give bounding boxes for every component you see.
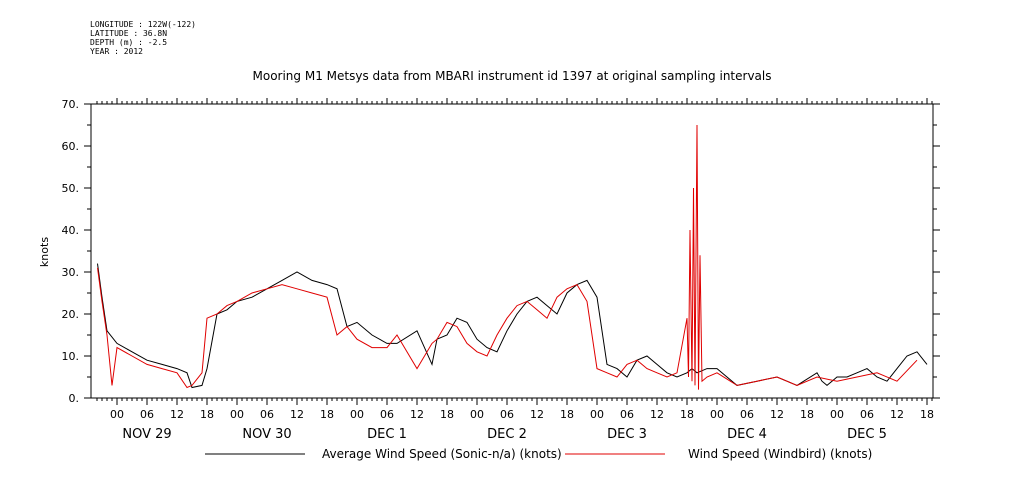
hour-tick-label: 00 <box>830 408 844 421</box>
hour-tick-label: 12 <box>770 408 784 421</box>
hour-tick-label: 12 <box>290 408 304 421</box>
y-tick-label: 50. <box>62 182 80 195</box>
y-tick-label: 40. <box>62 224 80 237</box>
day-label: NOV 30 <box>242 427 291 442</box>
hour-tick-label: 06 <box>740 408 754 421</box>
hour-tick-label: 12 <box>170 408 184 421</box>
hour-tick-label: 12 <box>650 408 664 421</box>
series-line-windbird-wind-speed <box>97 124 918 390</box>
y-tick-label: 60. <box>62 140 80 153</box>
hour-tick-label: 06 <box>140 408 154 421</box>
legend-label-avg: Average Wind Speed (Sonic-n/a) (knots) <box>322 447 562 461</box>
plot-frame <box>90 103 934 399</box>
day-label: DEC 2 <box>487 427 527 442</box>
hour-tick-label: 18 <box>920 408 934 421</box>
hour-tick-label: 00 <box>110 408 124 421</box>
axes: 0. 10. 20. 30. 40. 50. 60. 70. 00 06 12 18 00 06 12 18 0… <box>62 98 940 442</box>
depth-label: DEPTH (m) : -2.5 <box>90 38 168 47</box>
hour-tick-label: 06 <box>860 408 874 421</box>
hour-tick-label: 06 <box>620 408 634 421</box>
y-tick-label: 70. <box>62 98 80 111</box>
hour-tick-label: 18 <box>800 408 814 421</box>
hour-tick-label: 18 <box>560 408 574 421</box>
hour-tick-label: 00 <box>590 408 604 421</box>
hour-tick-label: 18 <box>320 408 334 421</box>
hour-tick-label: 12 <box>410 408 424 421</box>
hour-tick-label: 00 <box>710 408 724 421</box>
y-tick-label: 20. <box>62 308 80 321</box>
hour-tick-label: 06 <box>500 408 514 421</box>
hour-tick-label: 12 <box>530 408 544 421</box>
hour-tick-label: 00 <box>350 408 364 421</box>
hour-tick-label: 00 <box>470 408 484 421</box>
hour-tick-label: 18 <box>440 408 454 421</box>
series-layer <box>97 124 928 390</box>
y-axis-label: knots <box>38 237 51 267</box>
hour-tick-label: 06 <box>260 408 274 421</box>
mooring-metadata: LONGITUDE : 122W(-122) LATITUDE : 36.8N … <box>90 20 196 56</box>
y-tick-label: 10. <box>62 350 80 363</box>
series-line-average-wind-speed <box>97 263 928 389</box>
hour-tick-label: 18 <box>200 408 214 421</box>
day-label: DEC 5 <box>847 427 887 442</box>
legend: Average Wind Speed (Sonic-n/a) (knots) W… <box>205 447 872 461</box>
day-label: NOV 29 <box>122 427 171 442</box>
year-label: YEAR : 2012 <box>90 47 143 56</box>
day-label: DEC 3 <box>607 427 647 442</box>
hour-tick-label: 06 <box>380 408 394 421</box>
y-tick-label: 30. <box>62 266 80 279</box>
hour-tick-label: 00 <box>230 408 244 421</box>
longitude-label: LONGITUDE : 122W(-122) <box>90 20 196 29</box>
chart-title: Mooring M1 Metsys data from MBARI instru… <box>253 69 772 83</box>
day-label: DEC 4 <box>727 427 767 442</box>
y-tick-label: 0. <box>69 392 80 405</box>
day-label: DEC 1 <box>367 427 407 442</box>
hour-tick-label: 12 <box>890 408 904 421</box>
legend-label-windbird: Wind Speed (Windbird) (knots) <box>688 447 872 461</box>
hour-tick-label: 18 <box>680 408 694 421</box>
latitude-label: LATITUDE : 36.8N <box>90 29 168 38</box>
